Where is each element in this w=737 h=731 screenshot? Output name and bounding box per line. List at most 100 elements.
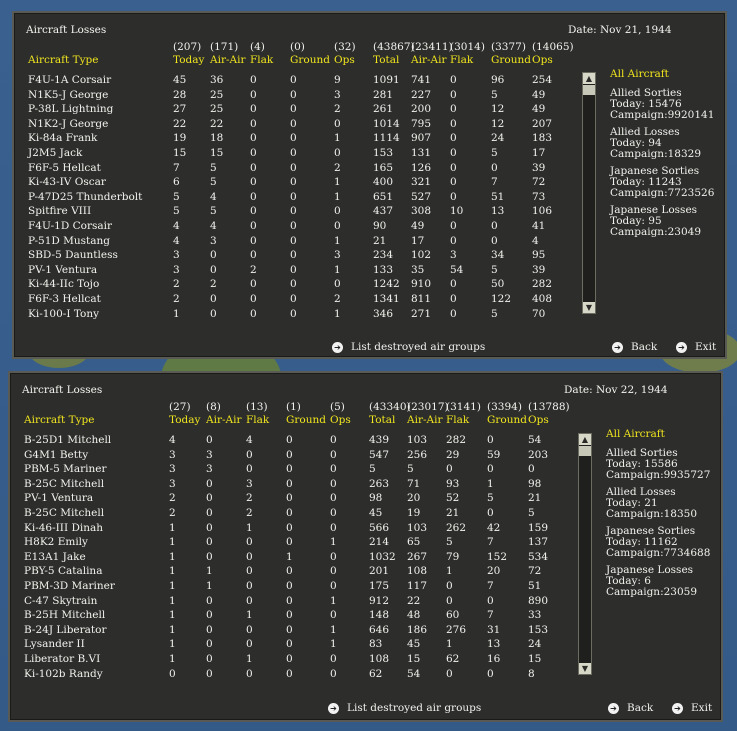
cell-value: 0 [290, 132, 297, 145]
cell-value: 0 [334, 147, 341, 159]
scroll-up-arrow-icon[interactable]: ▲ [579, 434, 591, 445]
table-scrollbar[interactable]: ▲ ▼ [578, 433, 592, 675]
total-value: (171) [210, 41, 239, 53]
scroll-thumb[interactable] [579, 446, 591, 456]
column-header[interactable]: Flak [446, 414, 470, 426]
cell-value: 73 [532, 190, 546, 203]
cell-value: 103 [407, 521, 428, 534]
aircraft-name: Liberator B.VI [24, 653, 101, 665]
column-header[interactable]: Ground [491, 54, 531, 66]
cell-value: 0 [246, 594, 253, 607]
cell-value: 108 [369, 653, 390, 665]
summary-group: Allied Losses Today: 94 Campaign:18329 [610, 127, 714, 160]
cell-value: 0 [286, 477, 293, 490]
cell-value: 1 [334, 307, 341, 320]
scroll-down-arrow-icon[interactable]: ▼ [579, 663, 591, 674]
cell-value: 0 [286, 434, 293, 446]
column-header[interactable]: Flak [250, 54, 274, 66]
column-header[interactable]: Aircraft Type [28, 54, 99, 66]
table-scrollbar[interactable]: ▲ ▼ [582, 72, 596, 314]
cell-value: 1 [286, 550, 293, 563]
scroll-up-arrow-icon[interactable]: ▲ [583, 73, 595, 84]
column-header[interactable]: Air-Air [407, 414, 443, 426]
cell-value: 71 [407, 477, 421, 490]
cell-value: 0 [330, 521, 337, 534]
cell-value: 0 [290, 220, 297, 232]
cell-value: 48 [407, 609, 421, 622]
cell-value: 183 [532, 132, 553, 145]
back-button[interactable]: ➔ Back [608, 702, 653, 714]
cell-value: 20 [487, 565, 501, 578]
column-header[interactable]: Air-Air [206, 414, 242, 426]
column-header[interactable]: Ops [334, 54, 355, 66]
cell-value: 0 [487, 507, 494, 519]
cell-value: 890 [528, 594, 549, 607]
cell-value: 0 [330, 507, 337, 519]
cell-value: 0 [330, 492, 337, 505]
scroll-thumb[interactable] [583, 85, 595, 95]
cell-value: 0 [450, 74, 457, 86]
exit-button[interactable]: ➔ Exit [676, 341, 716, 353]
column-header[interactable]: Flak [450, 54, 474, 66]
cell-value: 0 [250, 132, 257, 145]
cell-value: 3 [169, 477, 176, 490]
exit-button[interactable]: ➔ Exit [672, 702, 712, 714]
column-header[interactable]: Flak [246, 414, 270, 426]
cell-value: 1 [169, 580, 176, 592]
cell-value: 18 [210, 132, 224, 145]
cell-value: 0 [206, 434, 213, 446]
column-header[interactable]: Total [369, 414, 396, 426]
list-destroyed-air-groups-button[interactable]: ➔ List destroyed air groups [328, 702, 481, 714]
cell-value: 2 [210, 278, 217, 291]
column-header[interactable]: Today [173, 54, 205, 66]
total-value: (8) [206, 401, 221, 413]
cell-value: 117 [407, 580, 428, 592]
column-header[interactable]: Ops [528, 414, 549, 426]
column-header[interactable]: Ops [330, 414, 351, 426]
cell-value: 0 [450, 161, 457, 174]
back-button[interactable]: ➔ Back [612, 341, 657, 353]
exit-label: Exit [691, 702, 713, 714]
cell-value: 52 [446, 492, 460, 505]
list-destroyed-air-groups-button[interactable]: ➔ List destroyed air groups [332, 341, 485, 353]
column-header[interactable]: Ground [487, 414, 527, 426]
cell-value: 0 [290, 117, 297, 130]
column-header[interactable]: Ground [290, 54, 330, 66]
cell-value: 16 [487, 653, 501, 665]
back-label: Back [627, 702, 654, 714]
scroll-down-arrow-icon[interactable]: ▼ [583, 302, 595, 313]
cell-value: 137 [528, 536, 549, 549]
cell-value: 203 [528, 448, 549, 461]
cell-value: 0 [286, 463, 293, 476]
column-header[interactable]: Air-Air [210, 54, 246, 66]
cell-value: 0 [286, 667, 293, 680]
cell-value: 1091 [373, 74, 400, 86]
aircraft-name: E13A1 Jake [24, 550, 86, 563]
aircraft-name: C-47 Skytrain [24, 594, 98, 607]
cell-value: 281 [373, 88, 394, 101]
cell-value: 0 [330, 434, 337, 446]
cell-value: 1242 [373, 278, 400, 291]
cell-value: 0 [450, 147, 457, 159]
column-header[interactable]: Ops [532, 54, 553, 66]
cell-value: 0 [246, 463, 253, 476]
cell-value: 0 [487, 463, 494, 476]
aircraft-name: N1K5-J George [28, 88, 109, 101]
column-header[interactable]: Air-Air [411, 54, 447, 66]
column-header[interactable]: Ground [286, 414, 326, 426]
summary-line: Campaign:23049 [610, 226, 702, 238]
cell-value: 0 [491, 161, 498, 174]
cell-value: 0 [450, 307, 457, 320]
summary-line: Japanese Sorties [610, 165, 700, 177]
summary-line: Today: 94 [610, 137, 662, 149]
cell-value: 2 [169, 507, 176, 519]
column-header[interactable]: Aircraft Type [24, 414, 95, 426]
summary-group: Japanese Losses Today: 6 Campaign:23059 [606, 565, 710, 598]
cell-value: 0 [246, 580, 253, 592]
column-header[interactable]: Today [169, 414, 201, 426]
cell-value: 72 [528, 565, 542, 578]
cell-value: 0 [446, 667, 453, 680]
panel-title: Aircraft Losses [22, 384, 103, 396]
column-header[interactable]: Total [373, 54, 400, 66]
cell-value: 5 [491, 263, 498, 276]
